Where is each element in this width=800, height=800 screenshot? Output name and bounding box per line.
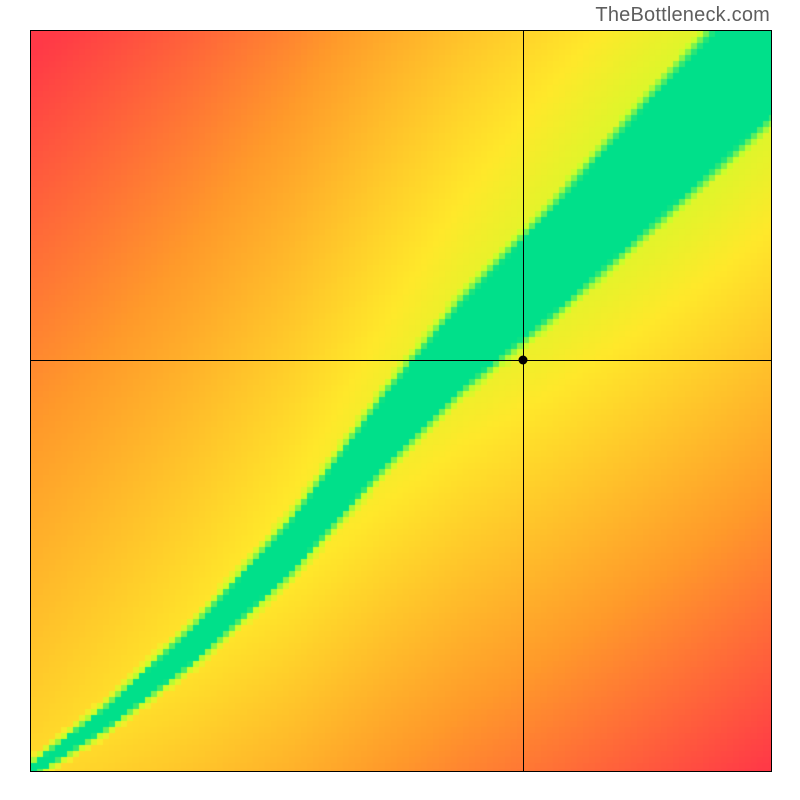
crosshair-marker (519, 356, 528, 365)
crosshair-vertical (523, 31, 524, 771)
crosshair-horizontal (31, 360, 771, 361)
bottleneck-heatmap (30, 30, 772, 772)
heatmap-canvas (31, 31, 771, 771)
watermark: TheBottleneck.com (595, 4, 770, 27)
